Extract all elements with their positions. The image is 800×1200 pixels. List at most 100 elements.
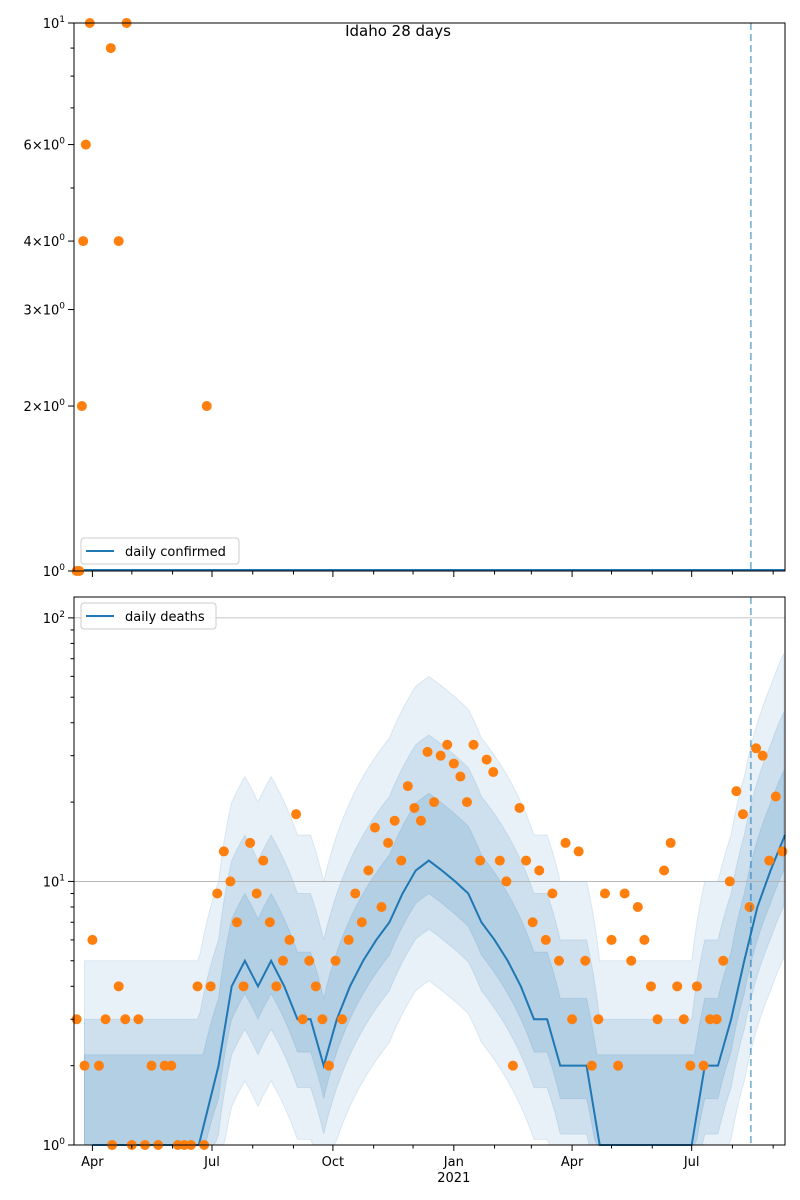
death-point — [494, 855, 505, 866]
x-tick-label: Apr — [561, 1155, 584, 1170]
death-point — [369, 822, 380, 833]
death-point — [744, 901, 755, 912]
bottom-legend-box — [80, 602, 217, 630]
death-point — [323, 1060, 334, 1071]
death-point — [264, 917, 275, 928]
confirmed-point — [113, 236, 124, 247]
death-point — [567, 1014, 578, 1025]
death-point — [540, 934, 551, 945]
death-point — [363, 865, 374, 876]
death-point — [560, 837, 571, 848]
death-point — [356, 917, 367, 928]
death-point — [507, 1060, 518, 1071]
death-point — [343, 934, 354, 945]
death-point — [317, 1014, 328, 1025]
death-point — [297, 1014, 308, 1025]
death-point — [93, 1060, 104, 1071]
death-point — [448, 758, 459, 769]
x-year-label: 2021 — [437, 1171, 470, 1186]
death-point — [87, 934, 98, 945]
death-point — [376, 901, 387, 912]
confirmed-point — [76, 401, 87, 412]
death-point — [218, 846, 229, 857]
death-point — [645, 981, 656, 992]
death-point — [711, 1014, 722, 1025]
death-point — [718, 955, 729, 966]
confirmed-point — [105, 43, 116, 54]
confirmed-point — [201, 401, 212, 412]
death-point — [304, 955, 315, 966]
death-point — [698, 1060, 709, 1071]
death-point — [330, 955, 341, 966]
death-point — [310, 981, 321, 992]
uncertainty-band — [84, 770, 785, 1146]
death-point — [337, 1014, 348, 1025]
death-point — [461, 797, 472, 808]
death-point — [389, 815, 400, 826]
death-point — [481, 754, 492, 765]
y-tick-label: 2×100 — [24, 398, 66, 415]
death-point — [626, 955, 637, 966]
x-tick-label: Jan — [443, 1155, 464, 1170]
death-point — [770, 791, 781, 802]
y-tick-label: 6×100 — [24, 137, 66, 154]
top-legend: daily confirmed — [80, 537, 240, 565]
death-point — [271, 981, 282, 992]
death-point — [251, 888, 262, 899]
bottom-axes-frame — [73, 596, 786, 1146]
death-point — [586, 1060, 597, 1071]
death-point — [166, 1060, 177, 1071]
death-point — [350, 888, 361, 899]
death-point — [113, 981, 124, 992]
y-tick-label: 4×100 — [24, 233, 66, 250]
death-point — [422, 746, 433, 757]
x-tick-label: Oct — [322, 1155, 344, 1170]
death-point — [455, 771, 466, 782]
death-point — [238, 981, 249, 992]
death-point — [488, 767, 499, 778]
death-point — [619, 888, 630, 899]
death-point — [79, 1060, 90, 1071]
death-point — [764, 855, 775, 866]
bottom-legend: daily deaths — [80, 602, 217, 630]
death-point — [277, 955, 288, 966]
death-point — [632, 901, 643, 912]
death-point — [593, 1014, 604, 1025]
legend-label-daily-confirmed: daily confirmed — [125, 545, 226, 560]
death-point — [402, 781, 413, 792]
death-point — [146, 1060, 157, 1071]
death-point — [284, 934, 295, 945]
death-point — [580, 955, 591, 966]
x-tick-label: Jul — [683, 1155, 700, 1170]
death-point — [212, 888, 223, 899]
death-point — [652, 1014, 663, 1025]
confirmed-point — [80, 139, 91, 150]
death-point — [737, 809, 748, 820]
death-point — [396, 855, 407, 866]
death-point — [751, 743, 762, 754]
death-point — [120, 1014, 131, 1025]
death-point — [475, 855, 486, 866]
death-point — [258, 855, 269, 866]
death-point — [685, 1060, 696, 1071]
death-point — [665, 837, 676, 848]
death-point — [672, 981, 683, 992]
death-point — [383, 837, 394, 848]
death-point — [514, 802, 525, 813]
death-point — [613, 1060, 624, 1071]
death-point — [521, 855, 532, 866]
death-point — [409, 802, 420, 813]
death-point — [100, 1014, 111, 1025]
death-point — [724, 876, 735, 887]
death-point — [547, 888, 558, 899]
death-point — [133, 1014, 144, 1025]
death-point — [245, 837, 256, 848]
chart-title: Idaho 28 days — [345, 22, 451, 40]
death-point — [442, 739, 453, 750]
death-point — [527, 917, 538, 928]
death-point — [501, 876, 512, 887]
death-point — [192, 981, 203, 992]
death-point — [415, 815, 426, 826]
